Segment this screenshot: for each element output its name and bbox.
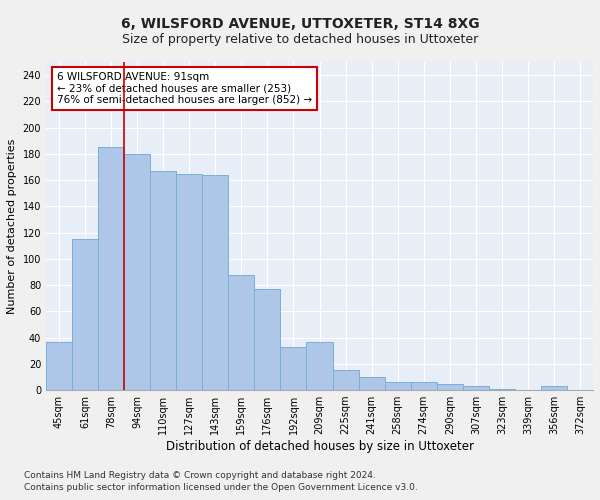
Text: 6 WILSFORD AVENUE: 91sqm
← 23% of detached houses are smaller (253)
76% of semi-: 6 WILSFORD AVENUE: 91sqm ← 23% of detach… [57,72,312,105]
Bar [254,289,280,390]
X-axis label: Distribution of detached houses by size in Uttoxeter: Distribution of detached houses by size … [166,440,473,453]
Text: Contains public sector information licensed under the Open Government Licence v3: Contains public sector information licen… [24,484,418,492]
Text: 6, WILSFORD AVENUE, UTTOXETER, ST14 8XG: 6, WILSFORD AVENUE, UTTOXETER, ST14 8XG [121,18,479,32]
Bar [98,148,124,390]
Y-axis label: Number of detached properties: Number of detached properties [7,138,17,314]
Bar [176,174,202,390]
Bar [124,154,150,390]
Bar [489,389,515,390]
Bar [46,342,72,390]
Bar [359,377,385,390]
Bar [541,386,567,390]
Bar [307,342,332,390]
Bar [463,386,489,390]
Bar [385,382,410,390]
Bar [150,171,176,390]
Bar [437,384,463,390]
Text: Contains HM Land Registry data © Crown copyright and database right 2024.: Contains HM Land Registry data © Crown c… [24,471,376,480]
Bar [72,239,98,390]
Bar [229,274,254,390]
Bar [410,382,437,390]
Bar [332,370,359,390]
Bar [202,175,229,390]
Text: Size of property relative to detached houses in Uttoxeter: Size of property relative to detached ho… [122,32,478,46]
Bar [280,347,307,390]
